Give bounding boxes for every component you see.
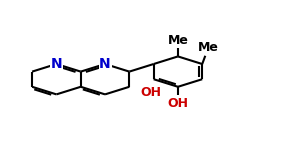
Text: OH: OH: [167, 97, 188, 110]
Text: N: N: [51, 57, 62, 71]
Text: N: N: [99, 57, 111, 71]
Text: Me: Me: [167, 33, 188, 47]
Text: Me: Me: [198, 41, 219, 54]
Text: OH: OH: [140, 86, 161, 99]
